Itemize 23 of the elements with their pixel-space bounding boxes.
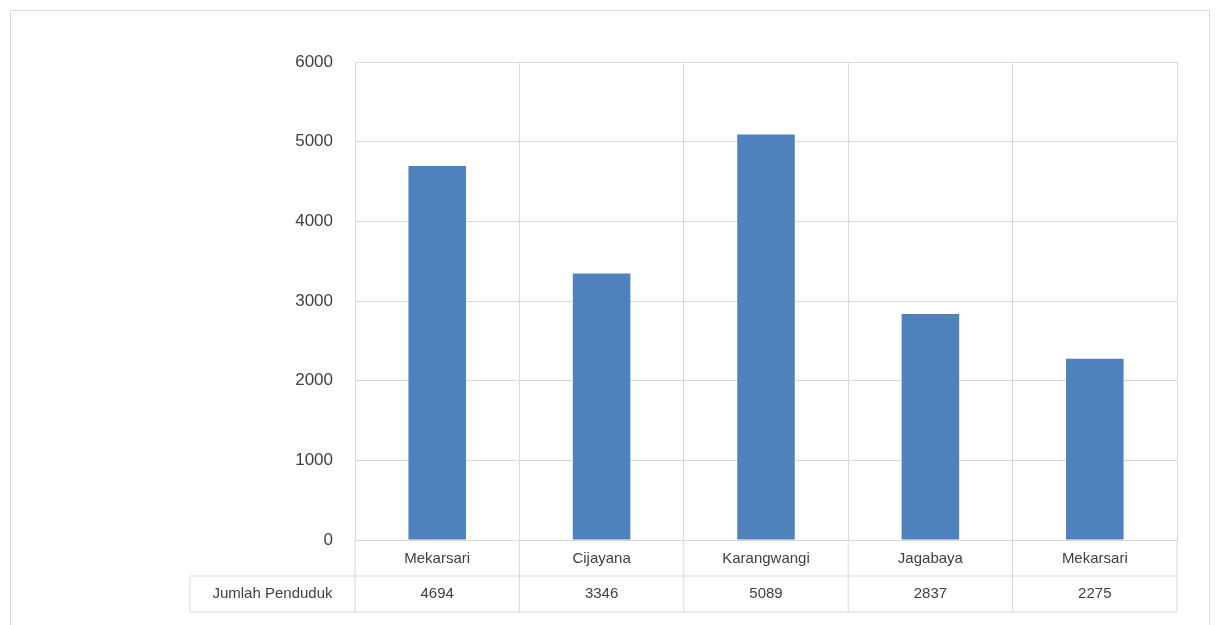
data-label: 4694 xyxy=(420,584,454,602)
y-tick-label: 3000 xyxy=(295,290,333,310)
bar xyxy=(572,273,631,540)
y-tick-label: 2000 xyxy=(295,370,333,390)
y-tick-label: 0 xyxy=(323,529,333,549)
bar xyxy=(1066,358,1124,540)
y-tick-label: 6000 xyxy=(295,51,333,71)
data-label: 5089 xyxy=(749,584,783,602)
x-tick-label: Mekarsari xyxy=(1061,549,1128,567)
x-tick-label: Cijayana xyxy=(572,549,632,567)
y-tick-label: 1000 xyxy=(295,450,333,470)
x-tick-label: Karangwangi xyxy=(722,549,810,567)
data-label: 2837 xyxy=(913,584,948,602)
x-tick-label: Mekarsari xyxy=(404,549,471,567)
data-label: 2275 xyxy=(1078,584,1112,602)
text: Jumlah Penduduk xyxy=(212,584,334,602)
bar xyxy=(408,166,466,540)
bar xyxy=(901,313,960,540)
x-tick-label: Jagabaya xyxy=(897,549,964,567)
y-tick-label: 5000 xyxy=(295,131,333,151)
data-label: 3346 xyxy=(584,584,619,602)
y-tick-label: 4000 xyxy=(295,211,333,231)
bar xyxy=(737,134,795,540)
